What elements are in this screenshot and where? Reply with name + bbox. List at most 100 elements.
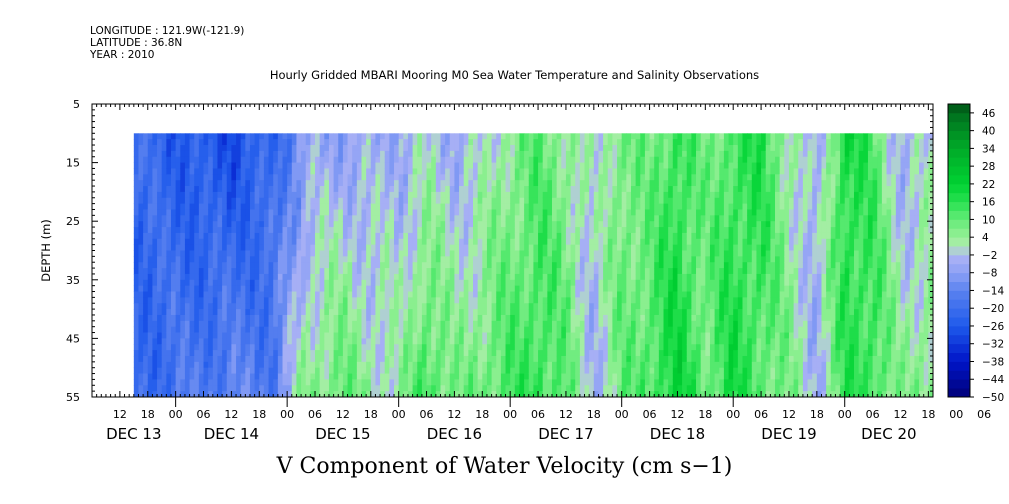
heatmap-cell <box>347 203 353 210</box>
heatmap-cell <box>570 285 576 292</box>
heatmap-cell <box>240 285 246 292</box>
heatmap-cell <box>328 162 335 169</box>
heatmap-cell <box>510 227 516 234</box>
heatmap-cell <box>477 133 483 140</box>
heatmap-cell <box>403 291 409 298</box>
heatmap-cell <box>626 361 632 369</box>
heatmap-cell <box>542 197 548 205</box>
heatmap-cell <box>473 361 479 369</box>
heatmap-cell <box>245 367 251 374</box>
heatmap-cell <box>263 361 269 369</box>
heatmap-cell <box>319 355 325 363</box>
heatmap-cell <box>291 326 297 333</box>
heatmap-cell <box>380 291 386 298</box>
heatmap-cell <box>561 332 567 339</box>
heatmap-cell <box>421 291 427 298</box>
heatmap-cell <box>407 133 414 140</box>
heatmap-cell <box>370 320 376 328</box>
heatmap-cell <box>143 285 149 292</box>
heatmap-cell <box>500 297 506 304</box>
heatmap-cell <box>333 303 339 310</box>
heatmap-cell <box>551 338 558 345</box>
heatmap-cell <box>644 191 650 199</box>
heatmap-cell <box>407 379 414 386</box>
heatmap-cell <box>263 268 269 275</box>
heatmap-cell <box>249 309 256 316</box>
heatmap-cell <box>584 285 590 292</box>
heatmap-cell <box>147 344 153 351</box>
heatmap-cell <box>352 221 358 228</box>
heatmap-cell <box>551 303 558 310</box>
heatmap-cell <box>593 279 599 287</box>
heatmap-cell <box>431 297 437 304</box>
heatmap-cell <box>454 238 460 246</box>
heatmap-cell <box>324 150 330 158</box>
heatmap-cell <box>482 344 488 351</box>
heatmap-cell <box>482 197 488 205</box>
heatmap-cell <box>217 150 223 158</box>
heatmap-cell <box>644 221 650 228</box>
heatmap-cell <box>166 162 172 169</box>
heatmap-cell <box>528 262 534 269</box>
heatmap-cell <box>198 350 204 357</box>
heatmap-cell <box>366 203 372 210</box>
heatmap-cell <box>170 215 177 222</box>
heatmap-cell <box>463 273 469 281</box>
heatmap-cell <box>505 215 511 222</box>
heatmap-cell <box>598 385 604 392</box>
heatmap-cell <box>426 232 432 240</box>
heatmap-cell <box>282 268 288 275</box>
heatmap-cell <box>170 291 177 298</box>
heatmap-cell <box>161 385 167 392</box>
heatmap-cell <box>370 156 376 163</box>
heatmap-cell <box>198 180 204 187</box>
heatmap-cell <box>203 262 209 269</box>
heatmap-cell <box>477 326 483 333</box>
heatmap-cell <box>133 133 139 140</box>
heatmap-cell <box>166 379 172 386</box>
heatmap-cell <box>486 268 492 275</box>
heatmap-cell <box>236 162 242 169</box>
heatmap-cell <box>589 150 595 158</box>
heatmap-cell <box>138 320 144 328</box>
heatmap-cell <box>305 197 311 205</box>
heatmap-cell <box>342 180 348 187</box>
heatmap-cell <box>277 350 283 357</box>
heatmap-cell <box>319 338 325 345</box>
heatmap-cell <box>398 256 404 263</box>
heatmap-cell <box>180 238 186 246</box>
heatmap-cell <box>352 338 358 345</box>
heatmap-cell <box>277 227 283 234</box>
heatmap-cell <box>449 350 455 357</box>
heatmap-cell <box>640 227 646 234</box>
heatmap-cell <box>394 338 400 345</box>
heatmap-cell <box>510 221 516 228</box>
heatmap-cell <box>640 297 646 304</box>
heatmap-cell <box>356 344 362 351</box>
heatmap-cell <box>282 244 288 251</box>
heatmap-cell <box>440 391 446 398</box>
heatmap-cell <box>240 344 246 351</box>
heatmap-cell <box>236 279 242 287</box>
heatmap-cell <box>630 232 637 240</box>
heatmap-cell <box>315 168 321 175</box>
heatmap-cell <box>259 344 265 351</box>
heatmap-cell <box>514 180 520 187</box>
heatmap-cell <box>598 303 604 310</box>
heatmap-cell <box>133 314 139 322</box>
heatmap-cell <box>640 326 646 333</box>
heatmap-cell <box>644 256 650 263</box>
heatmap-cell <box>138 309 144 316</box>
heatmap-cell <box>407 279 414 287</box>
heatmap-cell <box>454 273 460 281</box>
heatmap-cell <box>315 344 321 351</box>
heatmap-cell <box>384 256 390 263</box>
heatmap-cell <box>157 197 163 205</box>
heatmap-cell <box>524 320 530 328</box>
heatmap-cell <box>361 209 367 216</box>
heatmap-cell <box>310 133 316 140</box>
heatmap-cell <box>593 256 599 263</box>
heatmap-cell <box>542 145 548 152</box>
heatmap-cell <box>245 309 251 316</box>
heatmap-cell <box>305 385 311 392</box>
